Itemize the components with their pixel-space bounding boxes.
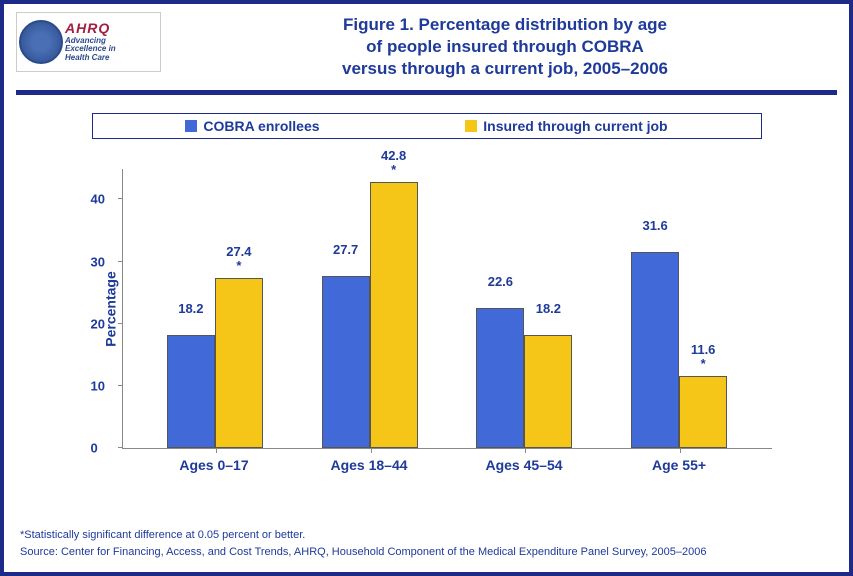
- legend-swatch-icon: [185, 120, 197, 132]
- bar: 18.2: [524, 335, 572, 448]
- header-rule: [16, 90, 837, 95]
- bar: 31.6: [631, 252, 679, 449]
- bar-value-label: 11.6*: [691, 343, 716, 372]
- y-axis-label: Percentage: [102, 271, 118, 346]
- legend-item: Insured through current job: [465, 118, 667, 134]
- legend-item: COBRA enrollees: [185, 118, 319, 134]
- y-tick-mark: [118, 261, 123, 262]
- x-tick-mark: [371, 448, 372, 453]
- y-tick-mark: [118, 198, 123, 199]
- y-tick-mark: [118, 323, 123, 324]
- x-tick-label: Ages 18–44: [292, 457, 447, 473]
- bar-value-label: 31.6: [642, 219, 667, 233]
- legend: COBRA enrollees Insured through current j…: [92, 113, 762, 139]
- title-line-1: Figure 1. Percentage distribution by age: [173, 14, 837, 36]
- legend-label: COBRA enrollees: [203, 118, 319, 134]
- y-tick-mark: [118, 385, 123, 386]
- bar-value-label: 22.6: [488, 275, 513, 289]
- title-line-2: of people insured through COBRA: [173, 36, 837, 58]
- tagline-3: Health Care: [65, 54, 116, 63]
- bar-value-label: 18.2: [536, 302, 561, 316]
- figure-frame: AHRQ Advancing Excellence in Health Care…: [0, 0, 853, 576]
- y-tick-label: 30: [91, 254, 105, 269]
- significance-star-icon: *: [226, 259, 251, 273]
- x-tick-label: Ages 45–54: [447, 457, 602, 473]
- footnotes: *Statistically significant difference at…: [20, 527, 833, 560]
- footnote-significance: *Statistically significant difference at…: [20, 527, 833, 544]
- y-tick-label: 10: [91, 379, 105, 394]
- legend-swatch-icon: [465, 120, 477, 132]
- header: AHRQ Advancing Excellence in Health Care…: [16, 12, 837, 80]
- y-tick-label: 20: [91, 316, 105, 331]
- bar: 27.4*: [215, 278, 263, 448]
- significance-star-icon: *: [691, 357, 716, 371]
- significance-star-icon: *: [381, 163, 406, 177]
- bar-value-label: 42.8*: [381, 149, 406, 178]
- bar-group: 31.611.6*: [631, 252, 727, 449]
- chart: COBRA enrollees Insured through current j…: [62, 113, 792, 473]
- bar-value-label: 18.2: [178, 302, 203, 316]
- legend-label: Insured through current job: [483, 118, 667, 134]
- y-tick-label: 40: [91, 192, 105, 207]
- bar: 27.7: [322, 276, 370, 448]
- x-tick-label: Ages 0–17: [137, 457, 292, 473]
- bar-group: 18.227.4*: [167, 278, 263, 448]
- bar-group: 27.742.8*: [322, 182, 418, 448]
- x-tick-mark: [525, 448, 526, 453]
- title-line-3: versus through a current job, 2005–2006: [173, 58, 837, 80]
- figure-title: Figure 1. Percentage distribution by age…: [173, 12, 837, 80]
- ahrq-logo: AHRQ Advancing Excellence in Health Care: [16, 12, 161, 72]
- footnote-source: Source: Center for Financing, Access, an…: [20, 544, 833, 561]
- hhs-seal-icon: [19, 20, 63, 64]
- plot-area: Percentage 18.227.4*27.742.8*22.618.231.…: [122, 169, 772, 449]
- bar: 18.2: [167, 335, 215, 448]
- bar-value-label: 27.7: [333, 243, 358, 257]
- bar: 22.6: [476, 308, 524, 449]
- x-tick-mark: [680, 448, 681, 453]
- bar-value-label: 27.4*: [226, 245, 251, 274]
- bar: 42.8*: [370, 182, 418, 448]
- x-tick-label: Age 55+: [602, 457, 757, 473]
- bars-area: 18.227.4*27.742.8*22.618.231.611.6*: [123, 169, 772, 448]
- x-axis-labels: Ages 0–17Ages 18–44Ages 45–54Age 55+: [122, 449, 772, 473]
- logo-text: AHRQ Advancing Excellence in Health Care: [65, 21, 116, 63]
- y-tick-mark: [118, 447, 123, 448]
- y-tick-label: 0: [91, 441, 98, 456]
- ahrq-brand: AHRQ: [65, 21, 116, 36]
- bar: 11.6*: [679, 376, 727, 448]
- x-tick-mark: [216, 448, 217, 453]
- bar-group: 22.618.2: [476, 308, 572, 449]
